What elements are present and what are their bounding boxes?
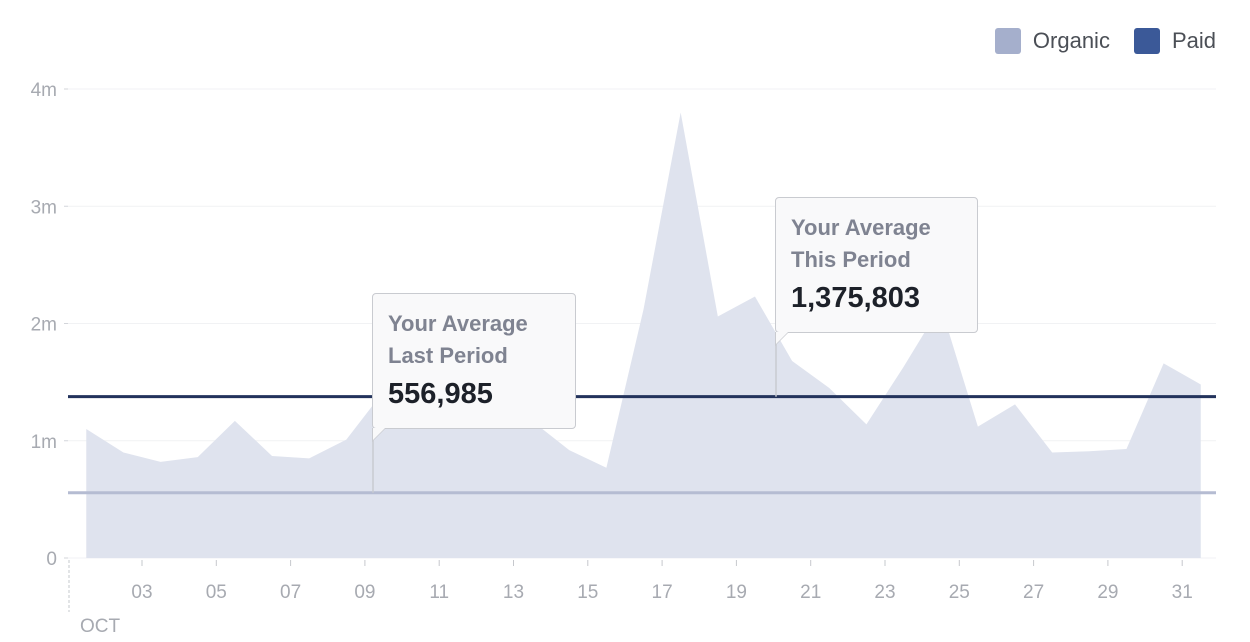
x-tick-label-4: 11 <box>429 582 449 603</box>
organic-swatch <box>994 28 1021 54</box>
legend-item-organic[interactable]: Organic <box>994 28 1110 54</box>
x-tick-label-14: 31 <box>1172 582 1193 603</box>
x-tick-label-11: 25 <box>949 582 970 603</box>
callout-this-period-value: 1,375,803 <box>791 282 921 314</box>
x-tick-label-8: 19 <box>726 582 747 603</box>
callout-last-period: Your Average Last Period 556,985 <box>372 293 576 442</box>
x-tick-label-5: 13 <box>503 582 524 603</box>
x-axis: 03 05 07 09 11 13 15 17 19 21 23 25 27 29 31 OCT <box>68 560 1193 637</box>
y-tick-label-4: 4m <box>31 80 57 101</box>
y-tick-label-1: 1m <box>31 432 57 453</box>
x-tick-label-13: 29 <box>1097 582 1118 603</box>
reference-lines <box>68 395 1216 495</box>
callout-last-period-title-1: Your Average <box>388 311 528 336</box>
chart-legend: Organic Paid <box>971 28 1216 54</box>
organic-series <box>86 112 1201 558</box>
paid-swatch <box>1133 28 1160 54</box>
callout-this-period: Your Average This Period 1,375,803 <box>775 197 978 346</box>
legend-label-organic: Organic <box>1032 28 1110 53</box>
legend-label-paid: Paid <box>1171 28 1216 53</box>
x-tick-label-2: 07 <box>280 582 301 603</box>
x-tick-label-0: 03 <box>131 582 152 603</box>
x-tick-label-7: 17 <box>652 582 673 603</box>
legend-item-paid[interactable]: Paid <box>1133 28 1216 54</box>
x-tick-label-12: 27 <box>1023 582 1044 603</box>
x-tick-label-9: 21 <box>800 582 821 603</box>
organic-area <box>86 112 1201 558</box>
y-axis: 0 1m 2m 3m 4m <box>31 80 68 570</box>
y-tick-label-0: 0 <box>46 549 57 570</box>
x-tick-label-3: 09 <box>354 582 375 603</box>
callout-this-period-title-2: This Period <box>791 247 911 272</box>
y-tick-label-2: 2m <box>31 315 57 336</box>
callout-pointers <box>372 344 777 493</box>
callout-this-period-tail <box>775 332 789 346</box>
x-axis-month-label: OCT <box>80 616 121 637</box>
y-tick-label-3: 3m <box>31 197 57 218</box>
callout-last-period-tail <box>372 428 386 442</box>
callout-last-period-title-2: Last Period <box>388 343 508 368</box>
x-tick-label-10: 23 <box>874 582 895 603</box>
x-tick-label-6: 15 <box>577 582 598 603</box>
x-tick-label-1: 05 <box>206 582 227 603</box>
callout-this-period-title-1: Your Average <box>791 215 931 240</box>
callout-last-period-value: 556,985 <box>388 378 493 410</box>
